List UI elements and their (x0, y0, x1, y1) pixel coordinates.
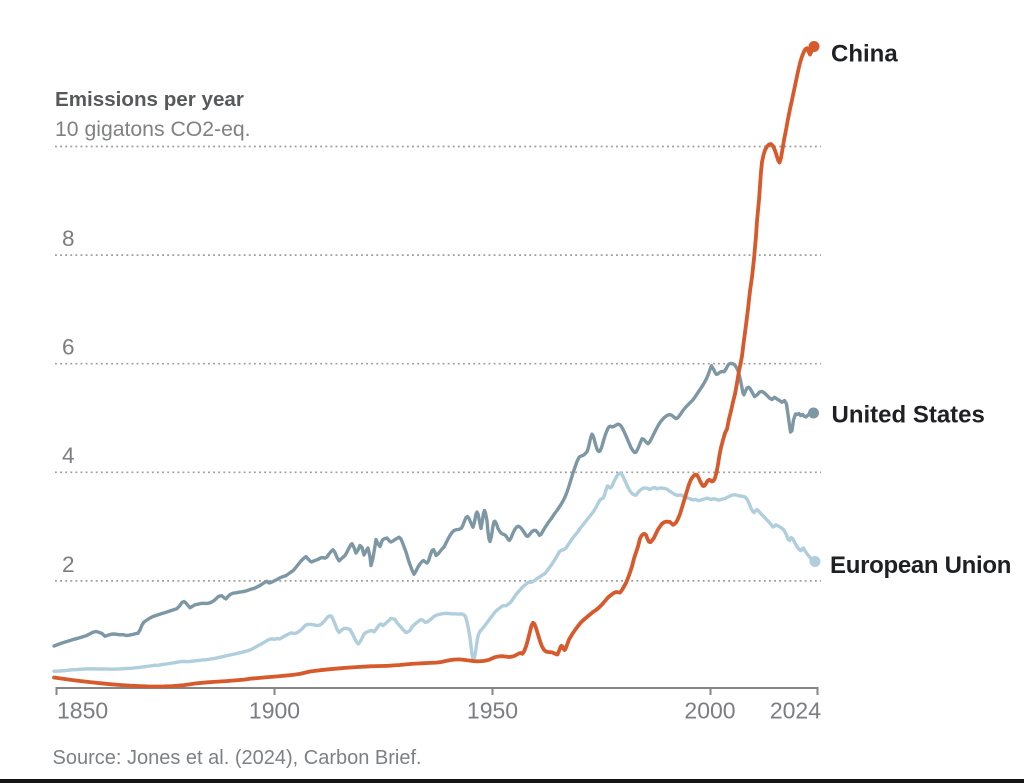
svg-text:8: 8 (62, 226, 75, 251)
svg-text:1950: 1950 (467, 698, 518, 724)
svg-text:China: China (831, 41, 898, 68)
svg-text:2024: 2024 (770, 698, 821, 724)
svg-text:2000: 2000 (684, 698, 735, 724)
svg-text:European Union: European Union (830, 552, 1011, 579)
svg-text:1850: 1850 (57, 698, 108, 724)
svg-text:10 gigatons CO2-eq.: 10 gigatons CO2-eq. (55, 118, 251, 141)
svg-text:Emissions per year: Emissions per year (55, 88, 244, 111)
svg-text:4: 4 (62, 443, 75, 468)
svg-text:2: 2 (62, 552, 75, 577)
svg-text:Source: Jones et al. (2024), C: Source: Jones et al. (2024), Carbon Brie… (53, 747, 422, 769)
svg-text:6: 6 (62, 335, 75, 360)
svg-text:United States: United States (832, 402, 985, 429)
svg-text:1900: 1900 (249, 698, 300, 724)
